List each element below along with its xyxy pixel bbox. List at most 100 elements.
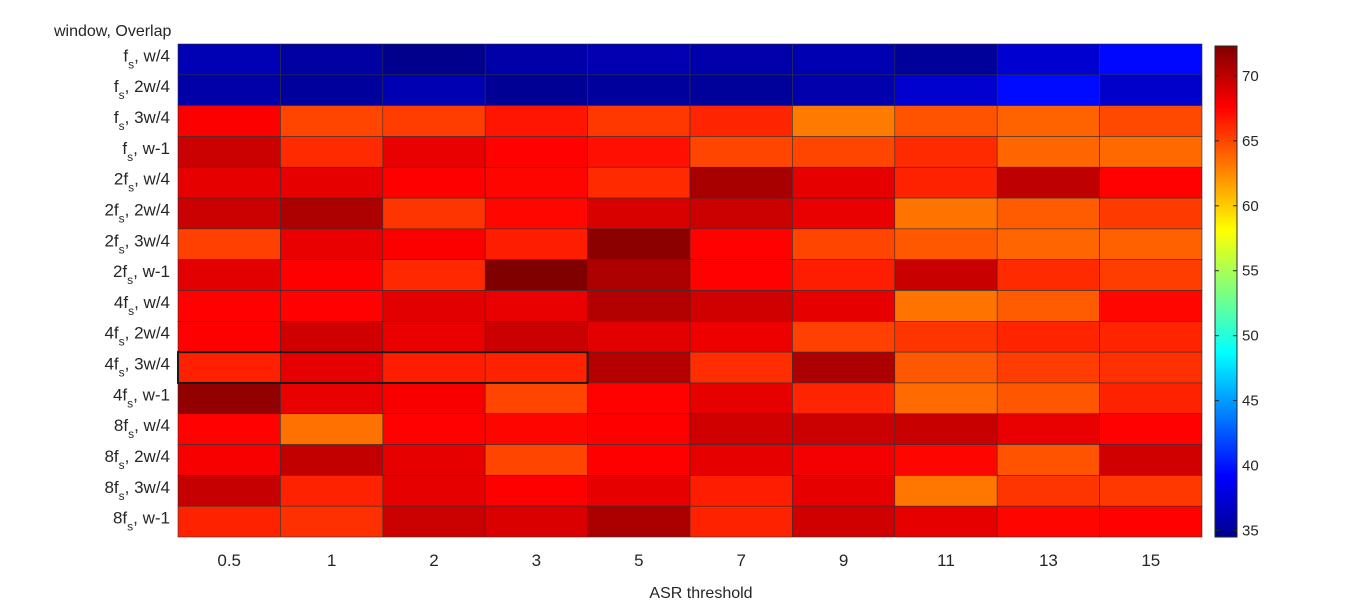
heatmap-cell [996,505,1100,538]
heatmap-cell [894,475,998,507]
y-tick-label: 8fs, 3w/4 [104,478,170,503]
y-tick-label: 2fs, w-1 [113,262,170,287]
heatmap-cell [484,136,588,168]
heatmap-cell [177,228,281,260]
heatmap-cell [484,105,588,137]
heatmap-cell [280,228,384,260]
heatmap-cell [996,136,1100,168]
colorbar-tick-label: 35 [1242,523,1259,540]
heatmap-cell [689,444,793,476]
heatmap-cell [484,259,588,291]
colorbar-tick-label: 65 [1242,133,1259,150]
heatmap-cell [792,505,896,538]
colorbar [1214,45,1238,538]
x-tick-labels: 0.5 1 2 3 5 7 9 11 13 15 [217,551,1160,570]
heatmap-cell [587,382,691,415]
heatmap-cell [1099,351,1203,384]
heatmap-cell [280,74,384,106]
y-tick-label: fs, w/4 [123,46,170,71]
heatmap-cell [1099,290,1203,322]
heatmap-cell [1099,228,1203,260]
highlight-rect [177,351,589,384]
heatmap-cell [792,228,896,260]
heatmap-cell [1099,259,1203,291]
y-tick-label: 2fs, 2w/4 [104,200,170,225]
heatmap-cell [996,413,1100,445]
heatmap-cell [792,43,896,76]
y-axis-title: window, Overlap [53,23,171,40]
heatmap-cell [484,166,588,199]
heatmap-cell [1099,505,1203,538]
heatmap-cell [792,321,896,353]
heatmap-cell [382,259,486,291]
heatmap-cell [792,382,896,415]
heatmap-cell [484,74,588,106]
heatmap-cell [689,43,793,76]
heatmap-cell [996,382,1100,415]
heatmap-cell [382,74,486,106]
heatmap-cell [996,166,1100,199]
heatmap-cell [792,475,896,507]
heatmap-cell [996,475,1100,507]
heatmap-cell [484,43,588,76]
x-tick-label: 11 [937,551,955,570]
heatmap-cell [280,382,384,415]
heatmap-cell [894,290,998,322]
heatmap-cell [996,74,1100,106]
y-tick-label: 8fs, 2w/4 [104,447,170,472]
heatmap-cell [792,105,896,137]
y-tick-label: 2fs, 3w/4 [104,231,170,256]
heatmap-cell [894,321,998,353]
heatmap-cell [382,43,486,76]
heatmap-cell [587,505,691,538]
heatmap-cell [996,43,1100,76]
heatmap-cell [177,197,281,230]
heatmap-cell [792,136,896,168]
heatmap-cell [1099,74,1203,106]
heatmap-cell [484,351,588,384]
heatmap-cell [689,136,793,168]
colorbar-tick-label: 45 [1242,393,1259,410]
heatmap-cell [894,444,998,476]
heatmap-cell [587,475,691,507]
heatmap-cell [587,228,691,260]
heatmap-cell [382,321,486,353]
heatmap-cell [689,105,793,137]
heatmap-cell [280,505,384,538]
y-tick-label: fs, w-1 [122,139,170,164]
heatmap-cell [382,505,486,538]
heatmap-cell [280,351,384,384]
heatmap-cell [177,351,281,384]
heatmap-cell [587,444,691,476]
heatmap-cell [689,413,793,445]
y-tick-label: fs, 2w/4 [114,77,170,102]
heatmap-cell [280,413,384,445]
heatmap-cell [587,136,691,168]
colorbar-tick-label: 55 [1242,263,1259,280]
heatmap-cell [382,166,486,199]
heatmap-cell [177,475,281,507]
heatmap-cell [1099,382,1203,415]
heatmap-cell [587,351,691,384]
heatmap-cell [894,351,998,384]
x-tick-label: 1 [327,551,336,570]
heatmap-cell [280,475,384,507]
heatmap-cell [689,259,793,291]
heatmap-cell [382,444,486,476]
heatmap-cell [382,351,486,384]
highlight-box [177,351,589,384]
heatmap-cell [587,290,691,322]
x-axis-title: ASR threshold [649,585,752,602]
heatmap-cell [894,197,998,230]
heatmap-cell [1099,136,1203,168]
colorbar-tick-label: 60 [1242,198,1259,215]
heatmap-cell [280,197,384,230]
heatmap-cell [1099,105,1203,137]
colorbar-tick-label: 40 [1242,458,1259,475]
heatmap-cell [1099,475,1203,507]
heatmap-cell [382,475,486,507]
y-tick-label: 2fs, w/4 [114,170,170,195]
heatmap-cell [996,105,1100,137]
heatmap-cell [792,351,896,384]
